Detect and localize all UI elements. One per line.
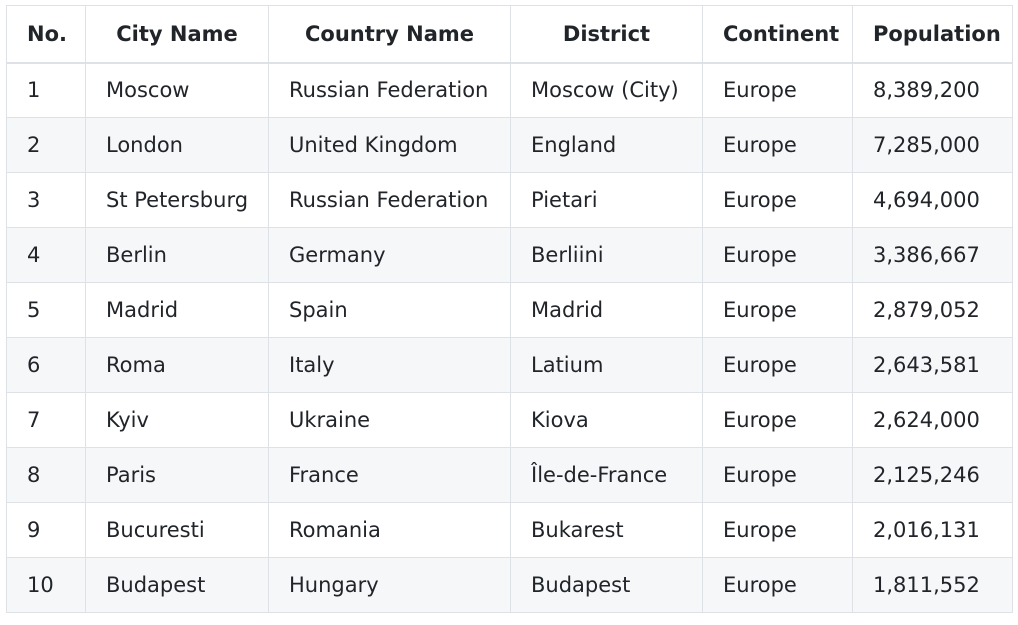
table-row: 9 Bucuresti Romania Bukarest Europe 2,01… [7, 503, 1013, 558]
cell-continent: Europe [703, 448, 853, 503]
cell-population: 1,811,552 [853, 558, 1013, 613]
cell-continent: Europe [703, 503, 853, 558]
cell-country-name: Hungary [269, 558, 511, 613]
cell-no: 3 [7, 173, 86, 228]
cell-city-name: Roma [86, 338, 269, 393]
cell-district: Berliini [511, 228, 703, 283]
cell-no: 1 [7, 63, 86, 118]
header-district: District [511, 6, 703, 63]
cell-continent: Europe [703, 338, 853, 393]
table-row: 6 Roma Italy Latium Europe 2,643,581 [7, 338, 1013, 393]
cell-continent: Europe [703, 63, 853, 118]
cell-country-name: Italy [269, 338, 511, 393]
cell-continent: Europe [703, 393, 853, 448]
table-row: 4 Berlin Germany Berliini Europe 3,386,6… [7, 228, 1013, 283]
cell-district: Latium [511, 338, 703, 393]
cell-population: 2,125,246 [853, 448, 1013, 503]
header-no: No. [7, 6, 86, 63]
cell-population: 4,694,000 [853, 173, 1013, 228]
header-population: Population [853, 6, 1013, 63]
cell-city-name: Kyiv [86, 393, 269, 448]
cell-country-name: Romania [269, 503, 511, 558]
cell-no: 5 [7, 283, 86, 338]
cell-continent: Europe [703, 558, 853, 613]
table-row: 10 Budapest Hungary Budapest Europe 1,81… [7, 558, 1013, 613]
cell-no: 10 [7, 558, 86, 613]
table-row: 7 Kyiv Ukraine Kiova Europe 2,624,000 [7, 393, 1013, 448]
cell-population: 7,285,000 [853, 118, 1013, 173]
cell-country-name: Russian Federation [269, 63, 511, 118]
cell-district: Madrid [511, 283, 703, 338]
cell-population: 8,389,200 [853, 63, 1013, 118]
table-row: 8 Paris France Île-de-France Europe 2,12… [7, 448, 1013, 503]
cell-population: 2,016,131 [853, 503, 1013, 558]
cell-city-name: St Petersburg [86, 173, 269, 228]
cell-city-name: Berlin [86, 228, 269, 283]
cell-country-name: Spain [269, 283, 511, 338]
cell-city-name: London [86, 118, 269, 173]
cell-continent: Europe [703, 118, 853, 173]
cell-continent: Europe [703, 283, 853, 338]
table-row: 3 St Petersburg Russian Federation Pieta… [7, 173, 1013, 228]
table-header: No. City Name Country Name District Cont… [7, 6, 1013, 63]
cell-population: 2,879,052 [853, 283, 1013, 338]
cell-city-name: Budapest [86, 558, 269, 613]
cell-no: 7 [7, 393, 86, 448]
cell-city-name: Moscow [86, 63, 269, 118]
cell-continent: Europe [703, 173, 853, 228]
header-city-name: City Name [86, 6, 269, 63]
cell-population: 2,624,000 [853, 393, 1013, 448]
cell-population: 2,643,581 [853, 338, 1013, 393]
table-row: 1 Moscow Russian Federation Moscow (City… [7, 63, 1013, 118]
cell-district: Île-de-France [511, 448, 703, 503]
cell-no: 4 [7, 228, 86, 283]
cell-city-name: Bucuresti [86, 503, 269, 558]
cell-district: Moscow (City) [511, 63, 703, 118]
cell-district: Pietari [511, 173, 703, 228]
cell-no: 8 [7, 448, 86, 503]
cell-city-name: Paris [86, 448, 269, 503]
cell-country-name: United Kingdom [269, 118, 511, 173]
header-continent: Continent [703, 6, 853, 63]
cell-population: 3,386,667 [853, 228, 1013, 283]
cell-no: 2 [7, 118, 86, 173]
city-population-table: No. City Name Country Name District Cont… [6, 5, 1013, 613]
cell-country-name: Germany [269, 228, 511, 283]
cell-no: 6 [7, 338, 86, 393]
cell-district: Kiova [511, 393, 703, 448]
cell-country-name: Russian Federation [269, 173, 511, 228]
table-row: 2 London United Kingdom England Europe 7… [7, 118, 1013, 173]
cell-no: 9 [7, 503, 86, 558]
cell-country-name: France [269, 448, 511, 503]
cell-continent: Europe [703, 228, 853, 283]
table-body: 1 Moscow Russian Federation Moscow (City… [7, 63, 1013, 613]
cell-country-name: Ukraine [269, 393, 511, 448]
header-row: No. City Name Country Name District Cont… [7, 6, 1013, 63]
table-row: 5 Madrid Spain Madrid Europe 2,879,052 [7, 283, 1013, 338]
city-table-container: No. City Name Country Name District Cont… [6, 5, 1012, 613]
cell-city-name: Madrid [86, 283, 269, 338]
header-country-name: Country Name [269, 6, 511, 63]
cell-district: England [511, 118, 703, 173]
cell-district: Bukarest [511, 503, 703, 558]
cell-district: Budapest [511, 558, 703, 613]
